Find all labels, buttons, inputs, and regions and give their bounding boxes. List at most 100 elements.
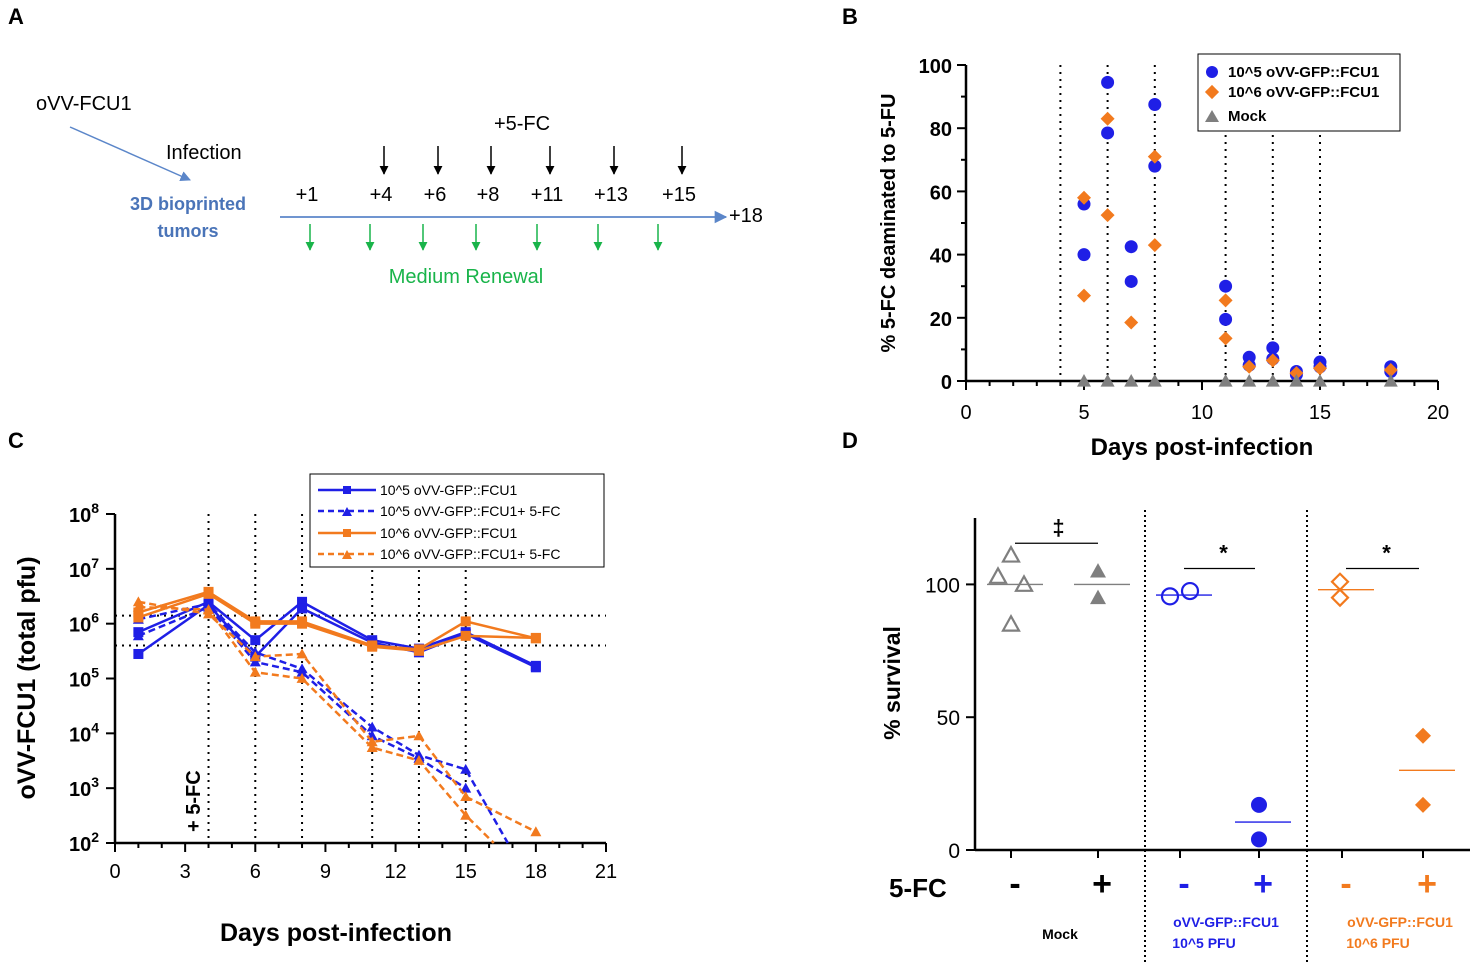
c-y-tick-label: 105 — [69, 665, 99, 692]
d-condition-sign: + — [1417, 865, 1437, 903]
d-significance-mark: * — [1382, 540, 1391, 565]
b-x-tick-label: 20 — [1427, 402, 1449, 424]
b-data-point — [1124, 374, 1139, 387]
c-data-point — [249, 656, 261, 667]
timeline-end-label: +18 — [729, 205, 763, 227]
d-significance-mark: ‡ — [1052, 515, 1064, 540]
c-data-point — [203, 604, 215, 615]
drug-label: +5-FC — [494, 113, 550, 135]
c-data-point — [460, 782, 472, 793]
c-data-point — [249, 666, 261, 677]
infection-label: Infection — [166, 142, 242, 164]
panel-letter-a: A — [8, 4, 24, 29]
timepoint-label: +8 — [477, 184, 500, 206]
c-series — [132, 586, 542, 844]
d-data-point — [1415, 796, 1431, 813]
d-data-point — [1415, 727, 1431, 744]
b-data-point — [1219, 279, 1233, 293]
c-data-point — [133, 612, 144, 623]
d-condition-sign: - — [1340, 865, 1351, 903]
c-data-point — [296, 666, 308, 677]
b-data-point — [1289, 366, 1304, 381]
b-legend-marker-2 — [1204, 84, 1220, 100]
renewal-arrows — [305, 224, 663, 251]
b-data-point — [1313, 361, 1327, 376]
d-data-point — [1330, 572, 1350, 592]
c-legend-marker-2 — [342, 507, 352, 516]
b-y-tick-label: 100 — [919, 56, 952, 78]
c-legend-marker-3 — [343, 529, 351, 537]
c-data-point — [250, 635, 261, 646]
b-data-point — [1077, 248, 1091, 262]
c-x-tick-label: 18 — [525, 861, 547, 883]
c-legend-marker-4 — [342, 550, 352, 559]
b-y-tick-label: 60 — [930, 182, 952, 204]
c-y-tick-label: 102 — [69, 829, 99, 856]
c-data-point — [296, 648, 308, 659]
d-data-point — [1251, 796, 1267, 813]
c-data-point — [132, 601, 144, 612]
b-x-tick-label: 10 — [1191, 402, 1213, 424]
b-data-point — [1265, 374, 1280, 387]
b-y-tick-label: 0 — [941, 372, 952, 394]
c-data-point — [132, 630, 144, 641]
d-group-label-1e5-line2: 10^5 PFU — [1172, 935, 1235, 951]
b-data-point — [1219, 312, 1233, 326]
tumor-label-line2: tumors — [157, 221, 218, 241]
b-data-point — [1077, 374, 1091, 387]
c-legend-label-2: 10^5 oVV-GFP::FCU1+ 5-FC — [380, 503, 560, 519]
timepoint-label: +4 — [370, 184, 393, 206]
d-data-point — [988, 566, 1008, 584]
d-data-point — [1090, 563, 1106, 578]
c-data-point — [530, 632, 541, 643]
panel-a-schematic: oVV-FCU1 Infection 3D bioprinted tumors … — [36, 93, 763, 288]
d-data-point — [1251, 831, 1267, 848]
b-y-tick-label: 20 — [930, 309, 952, 331]
c-y-axis-label: oVV-FCU1 (total pfu) — [13, 556, 41, 799]
c-series-line — [137, 592, 536, 653]
c-x-tick-label: 6 — [250, 861, 261, 883]
d-condition-sign: + — [1253, 865, 1273, 903]
c-x-tick-label: 12 — [384, 861, 406, 883]
c-y-tick-label: 107 — [69, 555, 99, 582]
d-y-axis-label: % survival — [879, 626, 905, 740]
b-data-point — [1147, 149, 1162, 164]
b-legend-label-2: 10^6 oVV-GFP::FCU1 — [1228, 84, 1379, 101]
panel-d-chart: 0 50 100 ‡ - + * - + * - + % survival 5-FC Mock oV… — [879, 510, 1470, 965]
d-condition-sign: + — [1092, 865, 1112, 903]
d-group-label-1e6-line1: oVV-GFP::FCU1 — [1347, 914, 1453, 930]
b-y-tick-label: 40 — [930, 246, 952, 268]
c-legend-marker-1 — [343, 486, 351, 494]
b-y-tick-label: 80 — [930, 119, 952, 141]
d-groups: ‡ - + * - + * - + — [987, 515, 1455, 903]
c-data-point — [366, 721, 378, 732]
timepoint-label: +13 — [594, 184, 628, 206]
c-data-point — [413, 730, 425, 741]
c-data-point — [460, 791, 472, 802]
d-axes: 0 50 100 — [925, 510, 1470, 965]
c-data-point — [132, 596, 144, 607]
timepoint-labels: +1 +4 +6 +8 +11 +13 +15 — [296, 184, 696, 206]
c-data-point — [249, 651, 261, 662]
b-y-axis-label: % 5-FC deaminated to 5-FU — [878, 94, 900, 353]
c-data-point — [460, 616, 471, 627]
renewal-label: Medium Renewal — [389, 266, 544, 288]
b-legend-marker-3 — [1205, 110, 1219, 122]
d-y-tick-label: 50 — [937, 707, 960, 730]
b-data-points — [1077, 75, 1398, 387]
b-legend: 10^5 oVV-GFP::FCU1 10^6 oVV-GFP::FCU1 Mo… — [1197, 53, 1401, 132]
panel-letter-d: D — [842, 428, 858, 453]
c-x-tick-label: 9 — [320, 861, 331, 883]
b-data-point — [1289, 374, 1304, 387]
b-axes: 0 5 10 15 20 0 20 40 60 80 100 — [919, 56, 1450, 424]
b-x-tick-label: 15 — [1309, 402, 1331, 424]
b-x-tick-label: 0 — [960, 402, 971, 424]
b-data-point — [1147, 374, 1162, 387]
b-data-point — [1218, 293, 1233, 308]
c-data-point — [530, 662, 541, 673]
c-data-point — [367, 641, 378, 652]
b-data-point — [1101, 126, 1115, 140]
d-data-point — [1090, 589, 1106, 605]
b-data-point — [1148, 159, 1162, 173]
